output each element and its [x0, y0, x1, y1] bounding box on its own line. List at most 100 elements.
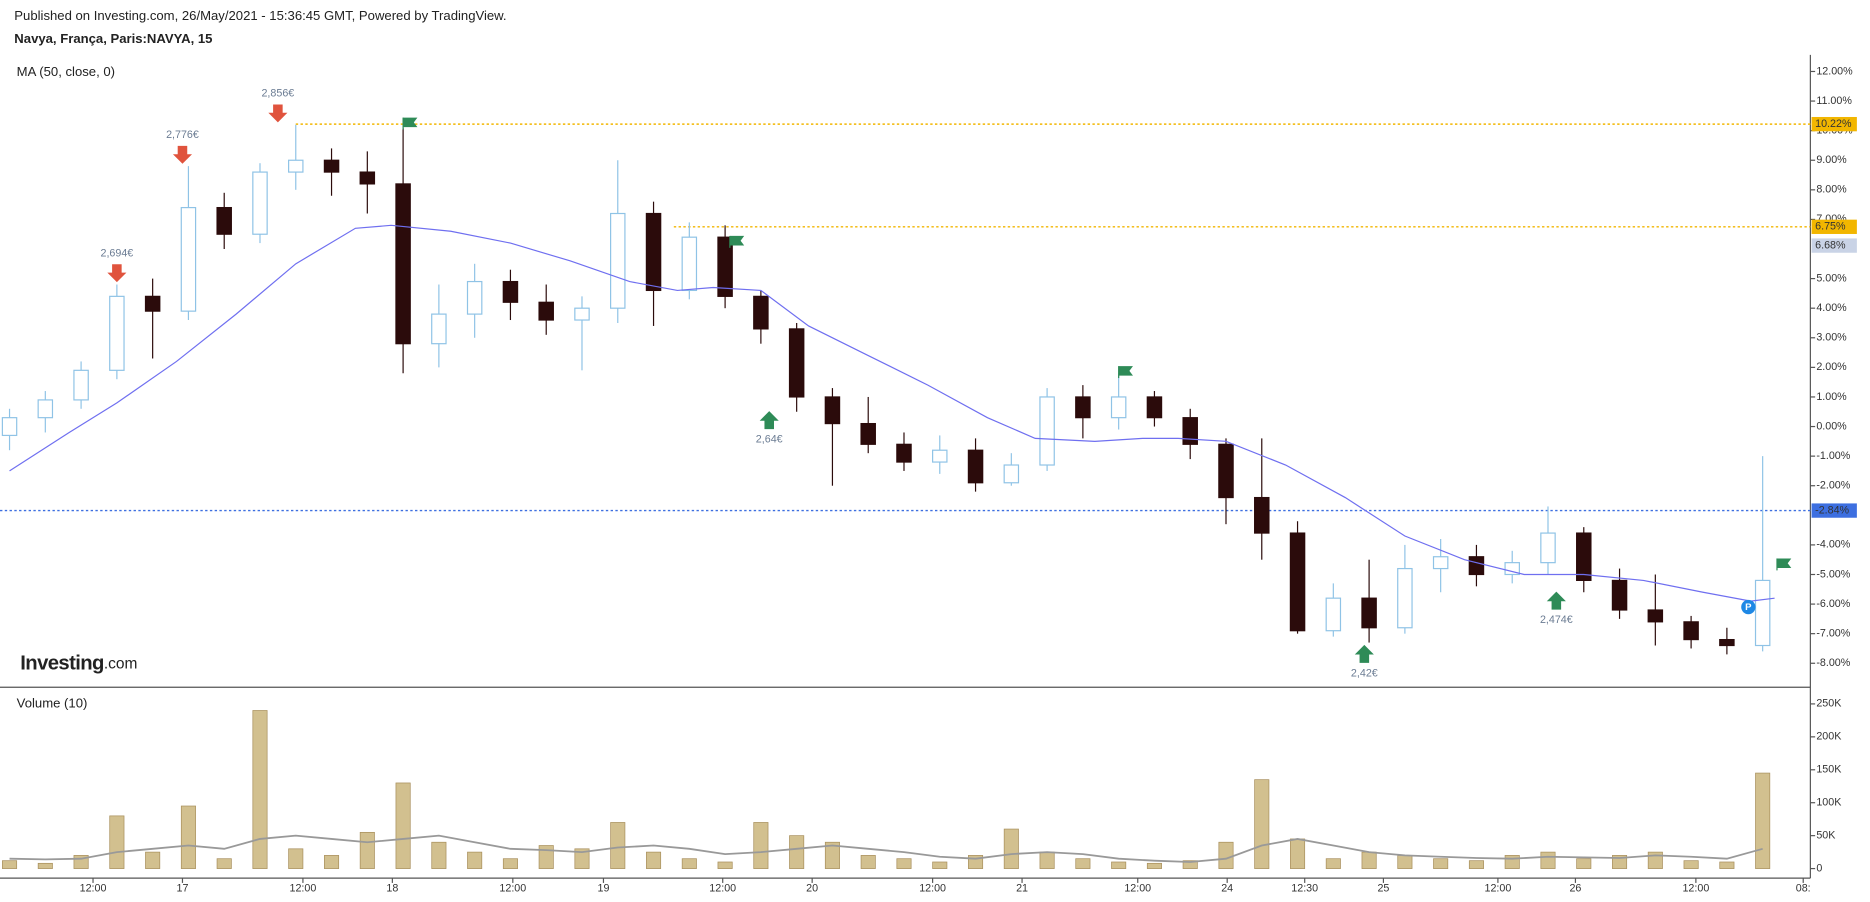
- arrow-shape: [1546, 591, 1566, 610]
- position-marker: [1741, 599, 1756, 615]
- candle-body: [824, 396, 841, 425]
- flag: [1776, 558, 1792, 571]
- y-tick-label: -1.00%: [1816, 450, 1850, 462]
- volume-bar: [1504, 855, 1520, 869]
- y-tick-label: 0: [1816, 862, 1822, 874]
- y-tick-label: -7.00%: [1816, 627, 1850, 639]
- candle-body: [359, 171, 376, 185]
- y-tick-label: 4.00%: [1816, 302, 1847, 314]
- candle-body: [1754, 579, 1771, 647]
- candle-body: [502, 280, 519, 303]
- volume-bar: [860, 855, 876, 869]
- arrow-shape: [759, 411, 779, 430]
- candle-body: [1110, 396, 1127, 419]
- candle-body: [466, 280, 483, 315]
- volume-bar: [502, 858, 518, 869]
- candle-body: [538, 301, 554, 321]
- x-tick-label: 12:30: [1291, 883, 1318, 895]
- x-tick-label: 18: [386, 883, 398, 895]
- volume-bar: [37, 862, 53, 869]
- candle-body: [37, 399, 54, 419]
- volume-bar: [1003, 828, 1019, 869]
- x-tick-label: 12:00: [709, 883, 736, 895]
- flag: [1118, 366, 1133, 379]
- flag-cloth: [1776, 558, 1792, 569]
- symbol-title: Navya, França, Paris:NAVYA, 15: [14, 31, 212, 46]
- volume-bar: [1361, 851, 1377, 869]
- candle-body: [1647, 609, 1664, 623]
- candle-body: [1683, 621, 1699, 641]
- y-tick-label: 100K: [1816, 797, 1842, 809]
- candle-body: [288, 159, 304, 173]
- price-legend: MA (50, close, 0): [17, 64, 115, 79]
- level-label: -2.84%: [1815, 504, 1849, 516]
- volume-bar: [1576, 858, 1592, 869]
- signal-arrow: 2,694€: [100, 247, 133, 283]
- y-tick-label: 250K: [1816, 698, 1842, 710]
- arrow-label: 2,856€: [261, 88, 294, 100]
- volume-bar: [1397, 855, 1413, 869]
- y-tick-label: 5.00%: [1816, 272, 1847, 284]
- arrow-label: 2,474€: [1540, 614, 1573, 626]
- candle-body: [1468, 556, 1485, 576]
- arrow-label: 2,694€: [100, 247, 133, 259]
- candle-body: [395, 183, 411, 345]
- x-tick-label: 19: [597, 883, 609, 895]
- volume-bar: [1254, 779, 1270, 869]
- y-tick-label: -2.00%: [1816, 480, 1850, 492]
- candle-body: [1289, 532, 1306, 632]
- candle-body: [788, 328, 805, 398]
- candle-body: [717, 236, 733, 297]
- y-tick-label: 9.00%: [1816, 154, 1847, 166]
- arrow-label: 2,42€: [1351, 667, 1378, 679]
- volume-bar: [789, 835, 805, 869]
- x-tick-label: 12:00: [290, 883, 317, 895]
- candle-body: [1719, 638, 1735, 647]
- volume-bar: [324, 855, 340, 869]
- candle-body: [144, 295, 161, 312]
- level-label: 6.68%: [1815, 239, 1846, 251]
- candle-body: [109, 295, 125, 371]
- candle-body: [1182, 417, 1198, 445]
- x-tick-label: 26: [1569, 883, 1581, 895]
- candle-body: [216, 206, 232, 235]
- candle-body: [180, 206, 197, 312]
- volume-bar: [896, 858, 912, 869]
- logo-main: Investing: [20, 653, 104, 675]
- x-tick-label: 12:00: [919, 883, 946, 895]
- candle-body: [932, 449, 948, 463]
- candle-body: [1611, 579, 1628, 611]
- signal-arrow: 2,474€: [1540, 591, 1573, 626]
- volume-bar: [288, 848, 304, 869]
- y-tick-label: 2.00%: [1816, 361, 1847, 373]
- volume-bar: [1218, 841, 1234, 869]
- candle-body: [73, 369, 89, 401]
- x-tick-label: 17: [177, 883, 189, 895]
- volume-bar: [1540, 851, 1556, 869]
- volume-bar: [145, 851, 161, 869]
- x-tick-label: 12:00: [1484, 883, 1511, 895]
- y-tick-label: 3.00%: [1816, 332, 1847, 344]
- volume-bar: [646, 851, 662, 869]
- candle-body: [1039, 396, 1055, 466]
- volume-bar: [538, 845, 554, 869]
- moving-average: [9, 224, 1775, 602]
- candle-body: [1146, 396, 1163, 419]
- arrow-label: 2,776€: [166, 129, 199, 141]
- volume-bar: [395, 782, 411, 869]
- y-tick-label: 150K: [1816, 764, 1842, 776]
- level-label-box: [1811, 503, 1857, 518]
- volume-bar: [180, 805, 196, 869]
- volume-legend: Volume (10): [17, 695, 88, 710]
- candle-body: [1003, 464, 1020, 484]
- y-tick-label: -4.00%: [1816, 539, 1850, 551]
- x-tick-label: 20: [806, 883, 818, 895]
- y-tick-label: -8.00%: [1816, 657, 1850, 669]
- level-label-box: [1811, 219, 1857, 234]
- arrow-label: 2,64€: [756, 434, 783, 446]
- candle-body: [323, 159, 340, 173]
- volume-bar: [2, 860, 18, 869]
- y-tick-label: 8.00%: [1816, 184, 1847, 196]
- y-tick-label: -6.00%: [1816, 598, 1850, 610]
